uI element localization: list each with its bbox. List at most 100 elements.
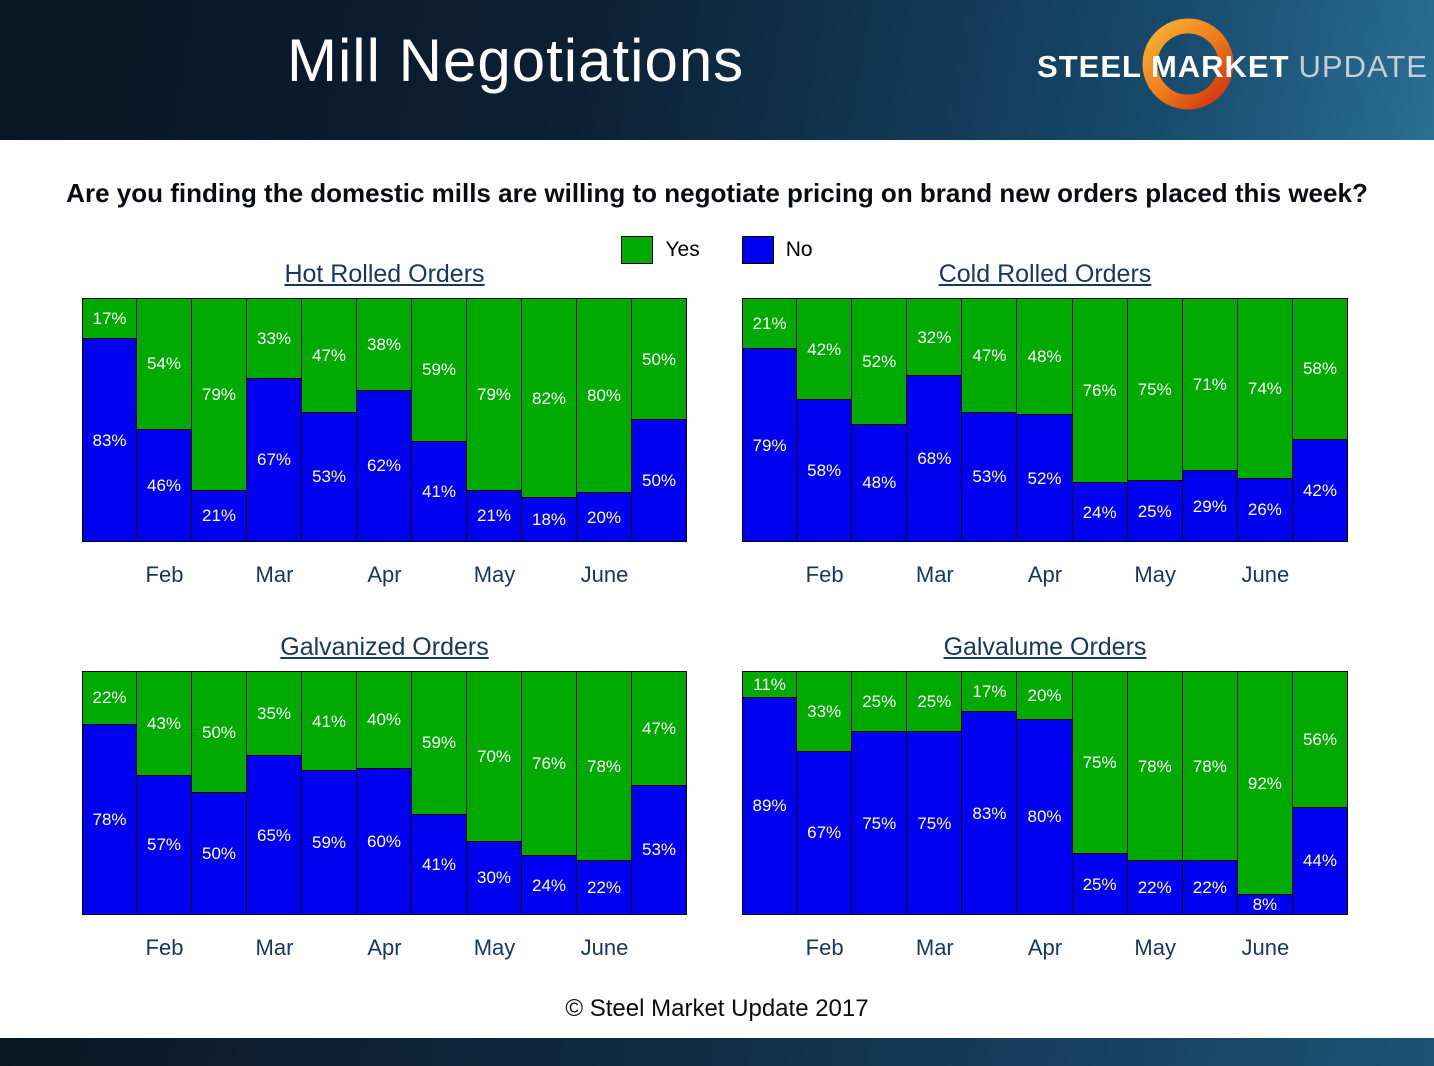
bar: 33% 67%	[247, 298, 302, 542]
yes-segment: 82%	[522, 298, 577, 499]
segment-value-label: 47%	[972, 345, 1007, 365]
segment-value-label: 83%	[92, 430, 127, 450]
bar: 43% 57%	[137, 671, 192, 915]
segment-value-label: 76%	[531, 754, 567, 774]
segment-value-label: 46%	[146, 475, 182, 495]
yes-segment: 41%	[302, 671, 357, 772]
segment-value-label: 24%	[531, 875, 567, 895]
yes-segment: 50%	[632, 298, 687, 420]
logo-steel-text: STEEL	[1037, 49, 1142, 84]
segment-value-label: 25%	[1137, 501, 1172, 521]
month-label: June	[580, 935, 629, 960]
month-label: May	[473, 935, 516, 960]
segment-value-label: 75%	[917, 813, 952, 833]
plot-area: 22% 78% 43% 57% 50% 50% 35% 65% 41% 59% 40% 60% 59% 4…	[82, 671, 687, 915]
yes-segment: 22%	[82, 671, 137, 725]
yes-segment: 47%	[632, 671, 687, 786]
no-segment: 44%	[1292, 807, 1349, 915]
segment-value-label: 60%	[366, 831, 402, 851]
month-label: Mar	[255, 935, 294, 960]
segment-value-label: 33%	[256, 328, 292, 348]
month-label: May	[1134, 935, 1176, 960]
segment-value-label: 48%	[862, 473, 897, 493]
bar: 78% 22%	[577, 671, 632, 915]
segment-value-label: 22%	[1137, 878, 1172, 898]
bar: 54% 46%	[137, 298, 192, 542]
no-segment: 26%	[1237, 478, 1293, 542]
bar: 80% 20%	[577, 298, 632, 542]
chart-galvanized-orders: Galvanized Orders 22% 78% 43% 57% 50% 50% 35% 6…	[82, 633, 687, 971]
no-segment: 21%	[192, 490, 247, 542]
bar: 21% 79%	[742, 298, 798, 542]
segment-value-label: 29%	[1192, 496, 1227, 516]
no-segment: 42%	[1292, 439, 1349, 542]
no-segment: 53%	[962, 412, 1018, 542]
yes-segment: 17%	[82, 298, 137, 340]
yes-segment: 70%	[467, 671, 522, 842]
segment-value-label: 43%	[146, 713, 182, 733]
no-segment: 50%	[192, 793, 247, 915]
bar: 59% 41%	[412, 298, 467, 542]
month-axis: Feb Mar Apr May June	[82, 556, 687, 598]
no-segment: 83%	[962, 712, 1018, 915]
segment-value-label: 21%	[752, 314, 787, 334]
chart-hot-rolled-orders: Hot Rolled Orders 17% 83% 54% 46% 79% 21% 33% 6…	[82, 260, 687, 598]
yes-segment: 76%	[522, 671, 577, 857]
bar: 41% 59%	[302, 671, 357, 915]
no-segment: 25%	[1127, 481, 1183, 542]
logo-market-text: MARKET	[1150, 49, 1290, 84]
segment-value-label: 58%	[1302, 359, 1337, 379]
segment-value-label: 56%	[1302, 729, 1337, 749]
segment-value-label: 20%	[586, 507, 622, 527]
yes-segment: 50%	[192, 671, 247, 793]
bar: 25% 75%	[852, 671, 908, 915]
no-segment: 75%	[907, 732, 963, 915]
no-segment: 60%	[357, 768, 412, 915]
segment-value-label: 40%	[366, 710, 402, 730]
bar: 78% 22%	[1182, 671, 1238, 915]
yes-segment: 33%	[247, 298, 302, 379]
month-axis: Feb Mar Apr May June	[742, 556, 1348, 598]
bar: 70% 30%	[467, 671, 522, 915]
yes-segment: 76%	[1072, 298, 1128, 484]
no-segment: 22%	[577, 861, 632, 915]
no-segment: 53%	[302, 412, 357, 542]
segment-value-label: 30%	[476, 868, 512, 888]
yes-segment: 43%	[137, 671, 192, 776]
no-segment: 30%	[467, 841, 522, 915]
month-axis: Feb Mar Apr May June	[82, 929, 687, 971]
bar: 47% 53%	[962, 298, 1018, 542]
legend-no-swatch	[741, 236, 774, 264]
bar: 79% 21%	[192, 298, 247, 542]
segment-value-label: 53%	[972, 467, 1007, 487]
segment-value-label: 25%	[862, 692, 897, 711]
bar: 50% 50%	[192, 671, 247, 915]
segment-value-label: 79%	[201, 384, 237, 404]
no-segment: 83%	[82, 339, 137, 542]
segment-value-label: 8%	[1252, 895, 1278, 915]
segment-value-label: 38%	[366, 334, 402, 354]
copyright-text: © Steel Market Update 2017	[565, 995, 869, 1022]
segment-value-label: 75%	[1137, 380, 1172, 399]
question-text: Are you finding the domestic mills are w…	[66, 178, 1368, 208]
month-label: Apr	[367, 935, 402, 960]
month-label: Feb	[805, 562, 844, 587]
segment-value-label: 58%	[807, 461, 842, 481]
segment-value-label: 33%	[807, 701, 842, 721]
chart-title: Hot Rolled Orders	[284, 260, 485, 288]
bar: 25% 75%	[907, 671, 963, 915]
bar: 35% 65%	[247, 671, 302, 915]
segment-value-label: 17%	[92, 309, 127, 329]
yes-segment: 78%	[1127, 671, 1183, 862]
segment-value-label: 53%	[641, 840, 677, 860]
no-segment: 48%	[852, 424, 908, 542]
no-segment: 67%	[247, 378, 302, 542]
plot-area: 11% 89% 33% 67% 25% 75% 25% 75% 17% 83% 20% 80% 75% 2…	[742, 671, 1349, 915]
yes-segment: 58%	[1292, 298, 1349, 440]
yes-segment: 47%	[962, 298, 1018, 413]
yes-segment: 71%	[1182, 298, 1238, 472]
bar: 52% 48%	[852, 298, 908, 542]
plot-area: 17% 83% 54% 46% 79% 21% 33% 67% 47% 53% 38% 62% 59% 4…	[82, 298, 687, 542]
bar: 74% 26%	[1237, 298, 1293, 542]
segment-value-label: 67%	[807, 823, 842, 843]
